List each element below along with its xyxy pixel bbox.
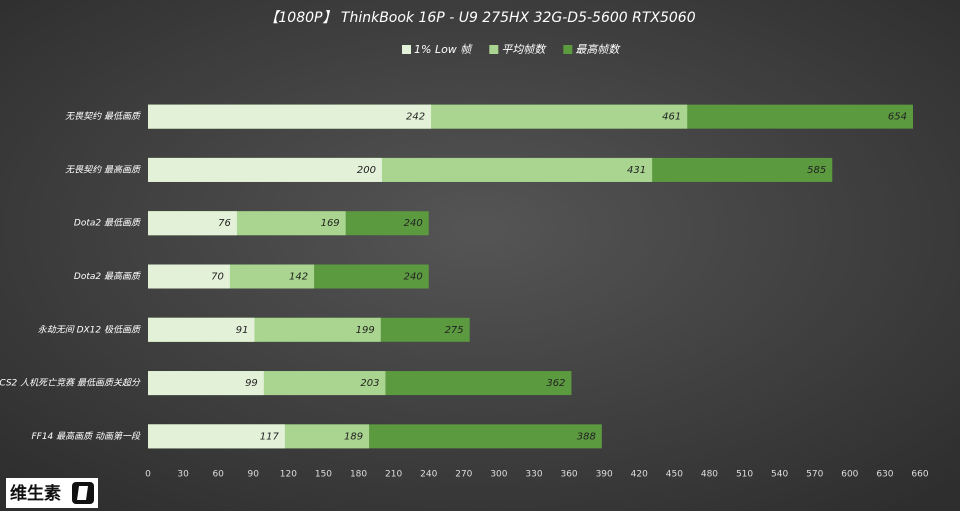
data-label: 169: [321, 218, 340, 229]
data-label: 362: [546, 378, 565, 389]
legend-label: 最高帧数: [575, 43, 621, 56]
bar: [148, 317, 255, 342]
y-tick-label: Dota2 最低画质: [74, 218, 141, 229]
x-tick-label: 420: [631, 470, 648, 480]
x-tick-label: 510: [736, 470, 753, 480]
data-label: 199: [356, 325, 375, 336]
bar: [148, 264, 230, 289]
x-tick-label: 210: [385, 470, 402, 480]
data-label: 91: [236, 325, 249, 336]
x-tick-label: 270: [455, 470, 472, 480]
data-label: 203: [360, 378, 379, 389]
data-label: 275: [445, 325, 464, 336]
data-label: 242: [406, 112, 425, 123]
data-label: 189: [344, 431, 363, 442]
bar: [148, 211, 237, 236]
x-tick-label: 30: [177, 470, 189, 480]
logo: 维生素: [10, 483, 61, 504]
data-label: 200: [357, 165, 376, 176]
y-tick-label: 永劫无间 DX12 极低画质: [38, 324, 141, 335]
chart-title: 【1080P】 ThinkBook 16P - U9 275HX 32G-D5-…: [264, 10, 695, 26]
y-tick-label: Dota2 最高画质: [74, 271, 141, 282]
x-tick-label: 540: [771, 470, 788, 480]
data-label: 654: [888, 112, 907, 123]
data-label: 99: [245, 378, 258, 389]
y-tick-label: 无畏契约 最高画质: [65, 164, 141, 175]
data-label: 142: [289, 272, 308, 283]
legend-label: 平均帧数: [501, 43, 547, 56]
data-label: 76: [218, 218, 231, 229]
x-tick-label: 600: [841, 470, 858, 480]
data-label: 461: [662, 112, 681, 123]
bar: [148, 157, 382, 182]
data-label: 117: [260, 431, 280, 442]
data-label: 70: [211, 272, 224, 283]
legend-swatch: [489, 45, 499, 54]
x-tick-label: 0: [145, 470, 151, 480]
x-tick-label: 300: [490, 470, 507, 480]
logo-icon-mark: [77, 486, 88, 500]
y-tick-label: CS2 人机死亡竞赛 最低画质关超分: [0, 378, 141, 389]
y-tick-label: 无畏契约 最低画质: [65, 111, 141, 122]
x-tick-label: 450: [666, 470, 683, 480]
bar: [148, 424, 285, 449]
legend: 1% Low 帧 平均帧数 最高帧数: [402, 43, 621, 56]
x-tick-label: 180: [350, 470, 367, 480]
data-label: 585: [807, 165, 826, 176]
y-tick-label: FF14 最高画质 动画第一段: [31, 431, 141, 442]
data-label: 240: [404, 218, 423, 229]
x-tick-label: 60: [212, 470, 224, 480]
x-tick-label: 120: [280, 470, 297, 480]
x-tick-label: 330: [525, 470, 542, 480]
x-tick-label: 150: [315, 470, 332, 480]
x-tick-label: 630: [876, 470, 893, 480]
legend-label: 1% Low 帧: [414, 43, 473, 56]
x-tick-label: 360: [560, 470, 577, 480]
x-tick-label: 390: [596, 470, 613, 480]
x-tick-label: 570: [806, 470, 823, 480]
x-tick-label: 90: [248, 470, 260, 480]
legend-swatch: [402, 45, 411, 54]
x-tick-label: 240: [420, 470, 437, 480]
data-label: 388: [577, 431, 596, 442]
x-tick-label: 660: [911, 470, 928, 480]
data-label: 431: [627, 165, 646, 176]
data-label: 240: [404, 272, 423, 283]
bar: [148, 104, 432, 129]
x-tick-label: 480: [701, 470, 718, 480]
bar: [148, 371, 264, 396]
legend-swatch: [563, 45, 573, 54]
